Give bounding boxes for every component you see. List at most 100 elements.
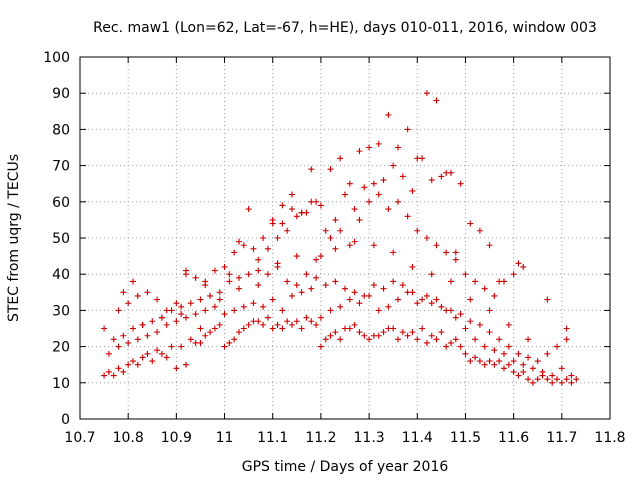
data-point <box>568 372 575 379</box>
data-point <box>520 263 527 270</box>
data-point <box>472 354 479 361</box>
data-point <box>515 372 522 379</box>
data-point <box>221 343 228 350</box>
data-point <box>149 318 156 325</box>
data-point <box>534 376 541 383</box>
x-tick-label: 11.4 <box>402 430 433 446</box>
data-point <box>370 282 377 289</box>
data-point <box>375 307 382 314</box>
data-point <box>467 318 474 325</box>
data-point <box>264 314 271 321</box>
data-point <box>163 354 170 361</box>
data-point <box>520 361 527 368</box>
data-point <box>346 325 353 332</box>
data-point <box>101 325 108 332</box>
data-point <box>385 303 392 310</box>
data-point <box>293 318 300 325</box>
data-point <box>356 216 363 223</box>
data-point <box>332 329 339 336</box>
data-point <box>134 292 141 299</box>
data-point <box>563 376 570 383</box>
data-point <box>231 336 238 343</box>
data-point <box>496 278 503 285</box>
data-point <box>399 329 406 336</box>
data-point <box>322 336 329 343</box>
data-point <box>178 311 185 318</box>
data-point <box>260 235 267 241</box>
data-point <box>202 282 209 289</box>
data-point <box>154 347 161 354</box>
data-point <box>462 271 469 278</box>
y-tick-label: 90 <box>52 86 70 102</box>
data-point <box>332 278 339 285</box>
x-tick-label: 11.1 <box>257 430 288 446</box>
data-point <box>568 379 575 386</box>
y-tick-label: 50 <box>52 231 70 247</box>
data-point <box>327 332 334 339</box>
data-point <box>452 249 459 256</box>
y-tick-label: 80 <box>52 122 70 138</box>
data-point <box>395 198 401 205</box>
data-point <box>380 285 387 292</box>
y-tick-label: 100 <box>43 50 70 66</box>
data-point <box>443 343 450 350</box>
data-point <box>240 325 247 332</box>
data-point <box>293 282 300 289</box>
data-point <box>178 303 185 310</box>
data-point <box>496 358 503 365</box>
data-point <box>322 227 329 234</box>
data-point <box>351 238 358 245</box>
data-point <box>245 271 252 278</box>
data-point <box>163 321 170 328</box>
data-point <box>486 307 493 314</box>
data-point <box>558 365 565 372</box>
data-point <box>264 271 271 278</box>
data-point <box>313 256 320 263</box>
data-point <box>125 300 132 307</box>
data-point <box>120 289 127 296</box>
data-point <box>226 271 233 278</box>
data-point <box>197 339 204 346</box>
data-point <box>443 249 450 256</box>
data-point <box>346 180 353 187</box>
x-tick-label: 11.2 <box>305 430 336 446</box>
data-point <box>255 318 262 325</box>
data-point <box>346 242 353 249</box>
data-point <box>332 245 339 252</box>
data-point <box>395 296 401 303</box>
data-point <box>139 321 146 328</box>
data-point <box>438 303 445 310</box>
data-point <box>481 285 488 292</box>
data-point <box>457 180 464 187</box>
data-point <box>269 220 276 227</box>
y-tick-label: 40 <box>52 267 70 283</box>
data-point <box>139 354 146 361</box>
data-point <box>236 274 242 281</box>
data-point <box>361 292 368 299</box>
data-point <box>154 329 161 336</box>
data-point <box>313 274 320 281</box>
data-point <box>236 285 242 292</box>
x-tick-label: 10.9 <box>161 430 192 446</box>
data-point <box>211 325 218 332</box>
data-point <box>356 329 363 336</box>
data-point <box>366 198 373 205</box>
data-point <box>448 278 454 285</box>
x-tick-label: 11.5 <box>450 430 481 446</box>
data-point <box>105 368 112 375</box>
data-point <box>317 202 324 209</box>
y-tick-label: 20 <box>52 340 70 356</box>
x-tick-label: 11.8 <box>594 430 625 446</box>
data-point <box>351 206 358 213</box>
data-point <box>472 336 479 343</box>
data-point <box>289 191 295 198</box>
data-point <box>197 296 204 303</box>
x-tick-label: 11 <box>216 430 234 446</box>
data-point <box>510 271 517 278</box>
data-point <box>202 332 209 339</box>
data-point <box>520 368 527 375</box>
data-point <box>554 343 560 350</box>
chart-title: Rec. maw1 (Lon=62, Lat=-67, h=HE), days … <box>93 20 597 36</box>
data-point <box>534 358 541 365</box>
